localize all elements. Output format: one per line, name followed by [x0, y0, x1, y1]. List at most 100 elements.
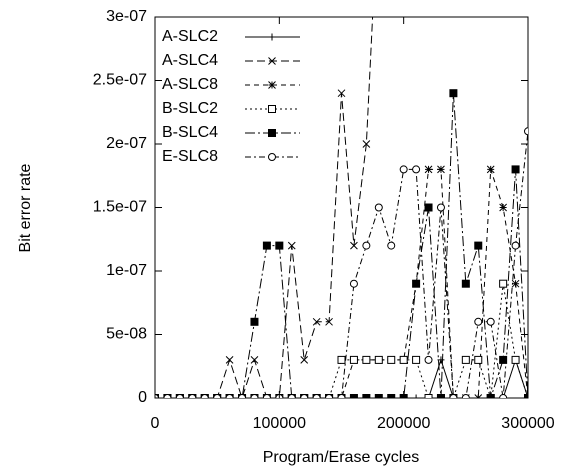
y-tick-label: 2e-07	[106, 135, 147, 152]
marker	[499, 203, 507, 212]
marker	[287, 241, 296, 250]
x-tick-label: 0	[151, 415, 160, 432]
marker	[312, 394, 321, 398]
marker	[449, 89, 458, 98]
y-tick-label: 1e-07	[106, 262, 147, 279]
marker	[200, 394, 209, 398]
marker	[325, 394, 334, 398]
marker	[511, 165, 520, 174]
marker	[524, 127, 528, 136]
marker	[337, 89, 346, 98]
marker	[412, 279, 421, 288]
marker	[412, 355, 421, 364]
marker	[250, 394, 259, 398]
legend-label: E-SLC8	[162, 148, 218, 165]
marker	[349, 355, 358, 364]
marker	[511, 279, 520, 288]
y-axis-label: Bit error rate	[17, 163, 34, 252]
marker	[449, 394, 458, 398]
marker	[424, 165, 433, 174]
marker	[436, 203, 445, 212]
marker	[436, 394, 445, 398]
y-tick-label: 2.5e-07	[93, 72, 147, 89]
marker	[511, 355, 520, 364]
marker	[499, 394, 508, 398]
marker	[188, 394, 197, 398]
legend-marker	[268, 57, 276, 65]
x-tick-label: 200000	[377, 415, 430, 432]
marker	[486, 317, 495, 326]
marker	[474, 241, 483, 250]
marker	[225, 356, 234, 364]
marker	[412, 394, 420, 398]
marker	[325, 317, 333, 326]
marker	[349, 279, 358, 288]
y-tick-label: 1.5e-07	[93, 199, 147, 216]
plot-area	[155, 17, 528, 398]
marker	[499, 279, 508, 288]
marker	[461, 394, 470, 398]
marker	[437, 165, 445, 174]
marker	[424, 355, 433, 364]
x-tick-label: 100000	[253, 415, 306, 432]
marker	[225, 394, 234, 398]
x-tick-label: 300000	[501, 415, 554, 432]
marker	[461, 279, 470, 288]
marker	[213, 394, 222, 398]
marker	[155, 394, 159, 398]
legend-marker	[268, 81, 276, 89]
marker	[337, 394, 346, 398]
marker	[337, 355, 346, 364]
legend-marker	[268, 153, 276, 161]
marker	[362, 140, 371, 148]
marker	[238, 394, 247, 398]
marker	[374, 355, 383, 364]
legend-label: A-SLC2	[162, 28, 218, 45]
marker	[250, 356, 259, 364]
marker	[424, 203, 433, 212]
x-axis-label: Program/Erase cycles	[263, 449, 420, 466]
legend-marker	[268, 129, 276, 137]
legend-label: A-SLC8	[162, 76, 218, 93]
y-tick-label: 3e-07	[106, 8, 147, 25]
marker	[350, 241, 358, 250]
marker	[511, 241, 520, 250]
marker	[524, 394, 528, 398]
legend-label: B-SLC4	[162, 124, 218, 141]
y-tick-label: 0	[138, 389, 147, 406]
marker	[474, 355, 483, 364]
marker	[474, 394, 483, 398]
y-tick-label: 5e-08	[106, 326, 147, 343]
series-line	[155, 283, 528, 398]
marker	[412, 165, 421, 174]
marker	[474, 317, 483, 326]
marker	[262, 394, 271, 398]
marker	[362, 241, 371, 250]
marker	[312, 317, 321, 326]
marker	[437, 356, 445, 364]
marker	[349, 394, 358, 398]
marker	[287, 394, 296, 398]
marker	[486, 394, 495, 398]
marker	[175, 394, 184, 398]
marker	[461, 355, 470, 364]
marker	[362, 355, 371, 364]
marker	[424, 394, 433, 398]
marker	[387, 355, 396, 364]
plot-frame	[154, 16, 529, 399]
marker	[300, 394, 309, 398]
series-line	[155, 358, 528, 398]
marker	[275, 241, 284, 250]
legend-label: B-SLC2	[162, 100, 218, 117]
legend-label: A-SLC4	[162, 52, 218, 69]
marker	[399, 355, 408, 364]
marker	[387, 394, 396, 398]
marker	[374, 203, 383, 212]
legend-marker	[268, 33, 276, 41]
marker	[262, 241, 271, 250]
legend-marker	[268, 105, 276, 113]
marker	[163, 394, 172, 398]
marker	[374, 394, 383, 398]
marker	[387, 241, 396, 250]
